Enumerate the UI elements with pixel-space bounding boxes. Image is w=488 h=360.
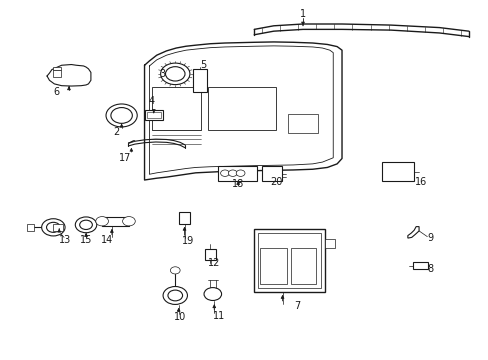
Text: 16: 16 <box>414 177 426 187</box>
Circle shape <box>41 219 65 236</box>
Text: 14: 14 <box>101 235 113 245</box>
Text: 17: 17 <box>119 153 131 163</box>
Circle shape <box>228 170 237 176</box>
Text: 12: 12 <box>208 258 220 268</box>
Bar <box>262 166 281 181</box>
Circle shape <box>203 288 221 301</box>
Circle shape <box>163 287 187 305</box>
Bar <box>53 70 61 77</box>
Bar <box>412 262 427 269</box>
Bar <box>381 162 413 181</box>
Text: 1: 1 <box>299 9 305 19</box>
Text: 18: 18 <box>232 179 244 189</box>
Bar <box>217 166 256 181</box>
Text: 4: 4 <box>148 96 155 106</box>
Text: 6: 6 <box>54 87 60 97</box>
Circle shape <box>80 220 92 229</box>
Circle shape <box>160 63 189 85</box>
Bar <box>102 217 129 226</box>
Circle shape <box>220 170 229 176</box>
Text: 19: 19 <box>182 236 194 246</box>
Text: 15: 15 <box>80 235 92 245</box>
Bar <box>325 239 334 248</box>
Text: 8: 8 <box>427 264 433 274</box>
Text: 7: 7 <box>293 301 300 311</box>
Bar <box>193 69 206 92</box>
Bar <box>53 224 63 231</box>
Text: 11: 11 <box>213 311 225 320</box>
Circle shape <box>170 267 180 274</box>
Text: 10: 10 <box>174 312 186 322</box>
Bar <box>144 110 163 120</box>
Text: 2: 2 <box>113 127 120 136</box>
Bar <box>27 224 34 231</box>
Bar <box>179 212 189 224</box>
Bar <box>260 248 286 284</box>
Bar <box>53 67 61 69</box>
Circle shape <box>96 217 108 226</box>
Bar <box>288 114 317 134</box>
Text: 13: 13 <box>59 235 71 245</box>
Circle shape <box>122 217 135 226</box>
Text: 3: 3 <box>159 69 165 79</box>
Circle shape <box>111 108 132 123</box>
Text: 9: 9 <box>427 233 433 243</box>
Bar <box>254 229 325 292</box>
Circle shape <box>165 67 184 81</box>
Bar <box>290 248 316 284</box>
Circle shape <box>236 170 244 176</box>
Circle shape <box>75 217 97 233</box>
Bar <box>207 87 276 130</box>
Bar <box>152 87 200 130</box>
Text: 5: 5 <box>200 59 206 69</box>
Polygon shape <box>128 140 135 143</box>
Circle shape <box>106 104 137 127</box>
Circle shape <box>167 290 182 301</box>
Polygon shape <box>407 226 418 238</box>
Bar <box>258 233 320 288</box>
Text: 20: 20 <box>269 177 282 187</box>
Circle shape <box>46 222 60 232</box>
Bar <box>204 249 216 260</box>
Bar <box>147 112 160 118</box>
